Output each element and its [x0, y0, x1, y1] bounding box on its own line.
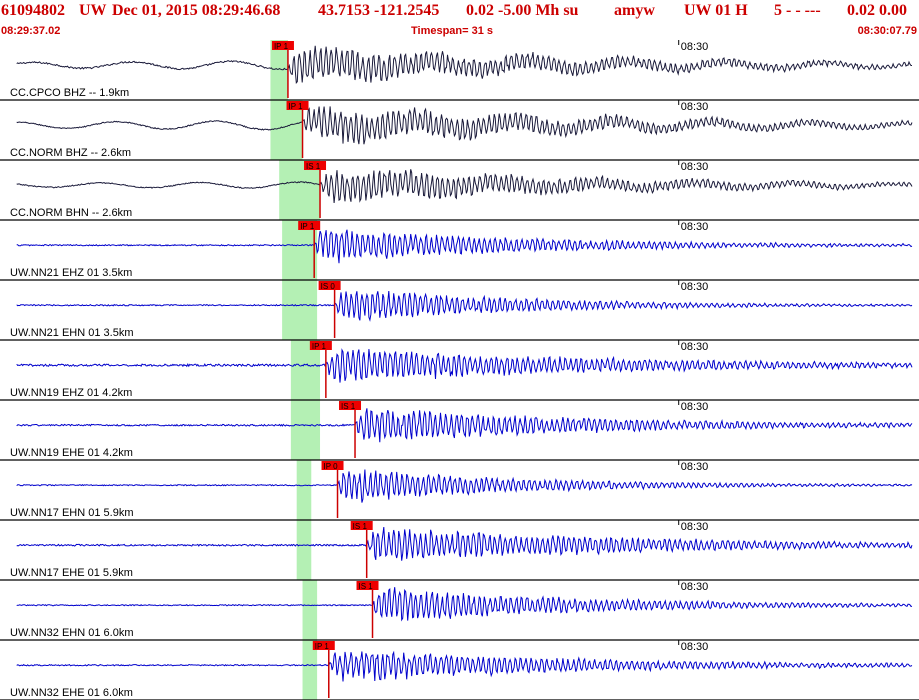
pick-flag[interactable] [304, 161, 327, 170]
trace-row: 08:30 IP 1 CC.NORM BHZ -- 2.6km [0, 100, 919, 161]
event-id: 61094802 [1, 2, 65, 19]
event-quality: 5 - - --- [774, 2, 821, 19]
waveform-trace [16, 587, 913, 622]
pick-label: IP 1 [289, 102, 304, 111]
trace-row: 08:30 IS 1 UW.NN17 EHE 01 5.9km [0, 520, 919, 581]
waveform-trace [16, 469, 913, 503]
event-network: UW [79, 2, 107, 19]
event-location: 43.7153 -121.2545 [318, 2, 440, 19]
pick-label: IP 1 [312, 342, 327, 351]
pick-flag[interactable] [321, 461, 344, 470]
trace-row: 08:30 IP 0 UW.NN17 EHN 01 5.9km [0, 460, 919, 521]
station-label: UW.NN21 EHZ 01 3.5km [10, 267, 132, 279]
waveform-trace [16, 408, 913, 443]
trace-row: 08:30 IP 1 CC.CPCO BHZ -- 1.9km [0, 40, 919, 101]
waveform-trace [16, 290, 913, 322]
pick-window [296, 520, 312, 580]
trace-row: 08:30 IS 0 UW.NN21 EHN 01 3.5km [0, 280, 919, 341]
pick-window [282, 280, 318, 340]
station-label: CC.NORM BHN -- 2.6km [10, 207, 132, 219]
header-bar: 61094802 UW Dec 01, 2015 08:29:46.68 43.… [0, 0, 919, 40]
pick-flag[interactable] [271, 41, 294, 50]
waveform-trace [16, 650, 913, 682]
station-label: UW.NN17 EHE 01 5.9km [10, 567, 133, 579]
end-time: 08:30:07.79 [857, 25, 917, 37]
trace-row: 08:30 IS 1 CC.NORM BHN -- 2.6km [0, 160, 919, 221]
station-label: UW.NN21 EHN 01 3.5km [10, 327, 133, 339]
trace-row: 08:30 IS 1 UW.NN19 EHE 01 4.2km [0, 400, 919, 461]
time-tick-label: 08:30 [681, 641, 709, 653]
station-label: UW.NN19 EHZ 01 4.2km [10, 387, 132, 399]
pick-flag[interactable] [339, 401, 362, 410]
pick-window [270, 40, 288, 100]
pick-window [302, 640, 318, 700]
event-station-info: UW 01 H [684, 2, 748, 19]
waveform-trace [16, 169, 913, 204]
trace-row: 08:30 IP 1 UW.NN21 EHZ 01 3.5km [0, 220, 919, 281]
pick-label: IP 1 [274, 42, 289, 51]
pick-flag[interactable] [356, 581, 379, 590]
station-label: UW.NN32 EHN 01 6.0km [10, 627, 133, 639]
pick-flag[interactable] [312, 641, 335, 650]
waveform-trace [16, 229, 913, 264]
trace-row: 08:30 IP 1 UW.NN19 EHZ 01 4.2km [0, 340, 919, 401]
event-rms: 0.02 0.00 [847, 2, 907, 19]
seismogram-panel: 08:30 IP 1 CC.CPCO BHZ -- 1.9km 08:30 IP 1 CC… [0, 40, 919, 700]
station-label: CC.NORM BHZ -- 2.6km [10, 147, 131, 159]
pick-label: IP 0 [324, 462, 339, 471]
time-tick-label: 08:30 [681, 221, 709, 233]
pick-flag[interactable] [298, 221, 321, 230]
timespan: Timespan= 31 s [411, 25, 494, 37]
pick-window [290, 400, 321, 460]
waveform-trace [16, 45, 912, 84]
time-tick-label: 08:30 [681, 341, 709, 353]
pick-label: IS 1 [359, 582, 374, 591]
trace-row: 08:30 IS 1 UW.NN32 EHN 01 6.0km [0, 580, 919, 641]
station-label: UW.NN19 EHE 01 4.2km [10, 447, 133, 459]
waveform-trace [16, 348, 913, 383]
pick-window [296, 460, 312, 520]
start-time: 08:29:37.02 [1, 25, 61, 37]
trace-row: 08:30 IP 1 UW.NN32 EHE 01 6.0km [0, 640, 919, 700]
pick-label: IP 1 [300, 222, 315, 231]
waveform-trace [16, 526, 913, 561]
station-label: UW.NN32 EHE 01 6.0km [10, 687, 133, 699]
pick-label: IS 1 [353, 522, 368, 531]
pick-flag[interactable] [318, 281, 341, 290]
pick-flag[interactable] [309, 341, 332, 350]
event-analyst: amyw [614, 2, 655, 19]
time-tick-label: 08:30 [681, 461, 709, 473]
event-depth-mag: 0.02 -5.00 Mh su [466, 2, 579, 19]
event-title: 61094802 UW Dec 01, 2015 08:29:46.68 43.… [0, 2, 919, 24]
time-tick-label: 08:30 [681, 521, 709, 533]
pick-flag[interactable] [286, 101, 309, 110]
station-label: UW.NN17 EHN 01 5.9km [10, 507, 133, 519]
event-datetime: Dec 01, 2015 08:29:46.68 [112, 2, 281, 19]
pick-label: IP 1 [315, 642, 330, 651]
waveform-trace [16, 106, 913, 145]
pick-window [302, 580, 318, 640]
time-tick-label: 08:30 [681, 101, 709, 113]
pick-label: IS 1 [341, 402, 356, 411]
pick-flag[interactable] [350, 521, 373, 530]
station-label: CC.CPCO BHZ -- 1.9km [10, 87, 129, 99]
time-tick-label: 08:30 [681, 161, 709, 173]
time-tick-label: 08:30 [681, 401, 709, 413]
pick-label: IS 1 [306, 162, 321, 171]
time-tick-label: 08:30 [681, 41, 709, 53]
time-tick-label: 08:30 [681, 281, 709, 293]
time-tick-label: 08:30 [681, 581, 709, 593]
pick-label: IS 0 [321, 282, 336, 291]
time-info-line: 08:29:37.02 Timespan= 31 s 08:30:07.79 [0, 25, 919, 39]
